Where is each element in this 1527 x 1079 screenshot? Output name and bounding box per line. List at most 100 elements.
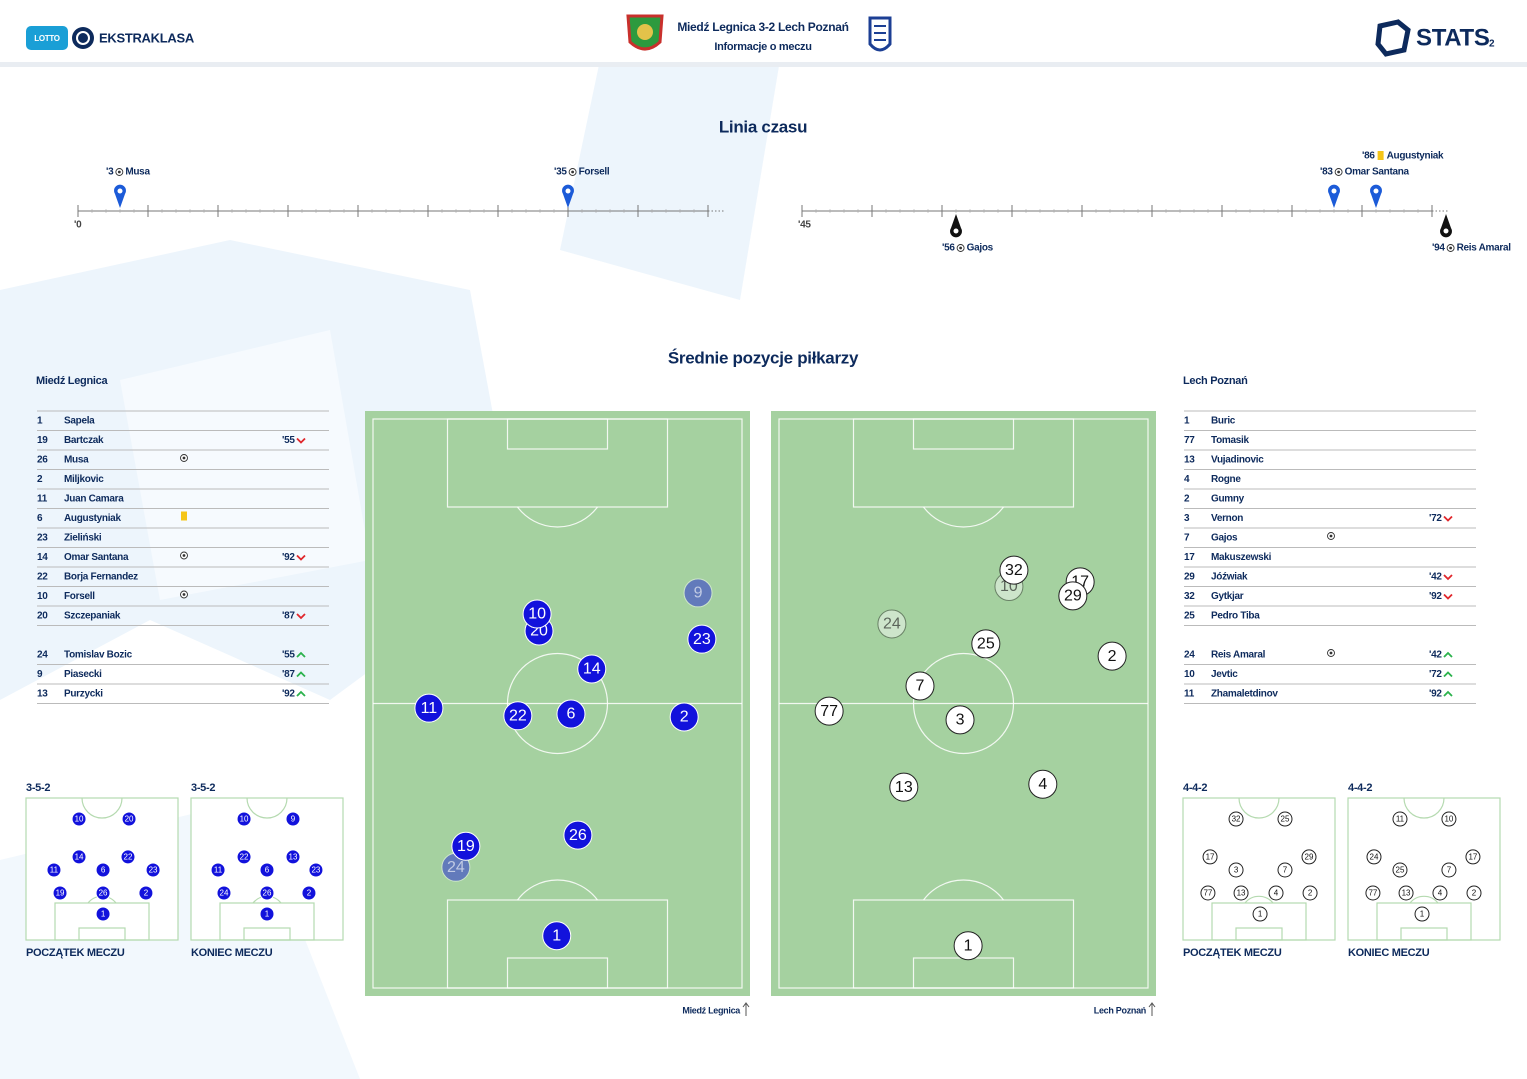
player-name: Rogne [1211, 474, 1241, 485]
player-dot [451, 831, 481, 861]
player-dot [1028, 769, 1058, 799]
player-number: 13 [37, 689, 48, 700]
player-dot-number: 19 [56, 889, 65, 898]
pitch-line [517, 879, 598, 901]
player-dot-number: 1 [1258, 910, 1263, 919]
player-dot-number: 19 [457, 838, 475, 855]
player-dot-number: 14 [583, 661, 601, 678]
player-name: Miljkovic [64, 474, 104, 485]
player-number: 2 [1184, 494, 1190, 505]
player-dot [1277, 862, 1293, 878]
player-dot-number: 10 [528, 606, 546, 623]
player-dot [669, 702, 699, 732]
player-dot-number: 6 [265, 866, 270, 875]
player-dot [121, 811, 137, 827]
player-name: Reis Amaral [1211, 650, 1266, 661]
player-dot-number: 25 [977, 636, 995, 653]
event-pin-dot [117, 188, 123, 194]
player-name: Augustyniak [64, 513, 121, 524]
page-number: 2 [1489, 39, 1495, 50]
event-pin-dot [953, 228, 959, 234]
header-bar [0, 0, 1527, 62]
player-dot [1200, 885, 1216, 901]
player-dot-number: 10 [1444, 815, 1453, 824]
sub-in-arrow [296, 671, 306, 678]
player-dot-number: 77 [1203, 889, 1212, 898]
player-name: Zieliński [64, 533, 102, 544]
sub-minute: '92 [1429, 689, 1442, 700]
sub-out-arrow [1443, 593, 1453, 600]
player-dot-number: 23 [311, 866, 320, 875]
mini-pitch-line [246, 797, 288, 819]
player-dot [285, 849, 301, 865]
player-name: Jevtic [1211, 669, 1238, 680]
player-dot-number: 10 [75, 815, 84, 824]
player-dot-number: 24 [883, 616, 901, 633]
player-number: 25 [1184, 611, 1195, 622]
positions-title: Średnie pozycje piłkarzy [668, 348, 859, 367]
player-number: 7 [1184, 533, 1190, 544]
player-dot [1366, 849, 1382, 865]
player-number: 11 [37, 494, 48, 505]
player-number: 1 [1184, 416, 1190, 427]
player-number: 4 [1184, 474, 1190, 485]
event-minute: '56 [942, 243, 955, 254]
player-dot [145, 862, 161, 878]
sub-minute: '55 [282, 650, 295, 661]
sub-in-arrow [1443, 690, 1453, 697]
player-number: 11 [1184, 689, 1195, 700]
sub-minute: '42 [1429, 572, 1442, 583]
player-dot [95, 906, 111, 922]
sub-in-arrow [296, 690, 306, 697]
player-dot-number: 17 [1206, 853, 1215, 862]
player-dot [414, 693, 444, 723]
player-dot [71, 849, 87, 865]
player-dot [95, 862, 111, 878]
player-dot-number: 77 [820, 703, 838, 720]
goal-icon-center [182, 456, 186, 460]
player-dot [683, 578, 713, 608]
player-dot-number: 2 [1108, 648, 1117, 665]
player-dot [563, 820, 593, 850]
sponsor: LOTTO [34, 34, 60, 43]
player-number: 32 [1184, 591, 1195, 602]
event-player: Forsell [579, 167, 610, 178]
mini-pitch-line [1403, 797, 1445, 819]
player-dot-number: 23 [149, 866, 158, 875]
formation-caption: KONIEC MECZU [191, 947, 273, 959]
sub-minute: '87 [282, 611, 295, 622]
event-pin [950, 214, 963, 238]
mini-pitch-line [81, 797, 123, 819]
player-dot [308, 862, 324, 878]
player-dot [52, 885, 68, 901]
event-player: Augustyniak [1387, 151, 1444, 162]
mini-pitch-line [1235, 927, 1283, 941]
player-name: Bartczak [64, 435, 104, 446]
player-dot-number: 11 [1396, 815, 1405, 824]
league: EKSTRAKLASA [99, 30, 195, 45]
sub-out-arrow [296, 554, 306, 561]
player-dot [1252, 906, 1268, 922]
player-dot [889, 772, 919, 802]
sub-minute: '92 [1429, 591, 1442, 602]
player-dot [210, 862, 226, 878]
player-dot-number: 13 [1237, 889, 1246, 898]
player-dot [577, 654, 607, 684]
player-name: Tomislav Bozic [64, 650, 133, 661]
player-name: Juan Camara [64, 494, 124, 505]
goal-icon-center [1329, 651, 1333, 655]
player-dot [46, 862, 62, 878]
player-name: Szczepaniak [64, 611, 121, 622]
player-dot [814, 696, 844, 726]
pitch-caption: Lech Poznań [1094, 1005, 1146, 1015]
player-name: Gajos [1211, 533, 1238, 544]
player-dot-number: 4 [1038, 776, 1047, 793]
sub-out-arrow [296, 437, 306, 444]
player-dot-number: 77 [1368, 889, 1377, 898]
player-number: 19 [37, 435, 48, 446]
player-dot [522, 599, 552, 629]
formation-caption: KONIEC MECZU [1348, 947, 1430, 959]
formation: 4-4-2 [1348, 782, 1372, 794]
sub-minute: '55 [282, 435, 295, 446]
